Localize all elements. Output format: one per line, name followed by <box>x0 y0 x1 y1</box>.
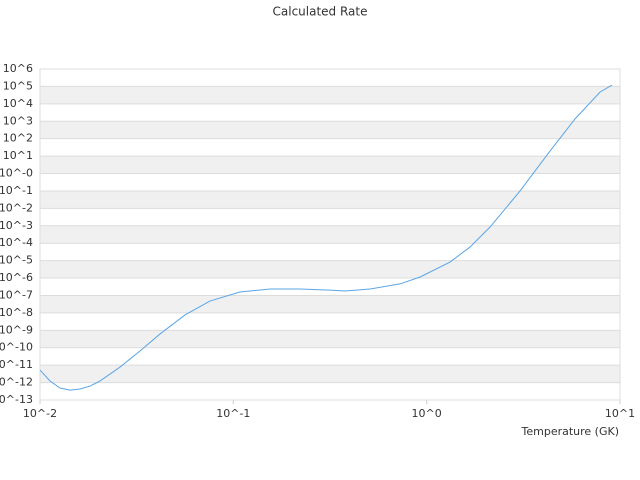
y-tick-label: 10^3 <box>3 114 33 127</box>
y-tick-label: 10^-13 <box>0 393 33 406</box>
x-tick-label: 10^1 <box>605 407 635 420</box>
y-tick-label: 10^-6 <box>0 271 33 284</box>
y-tick-label: 10^-12 <box>0 376 33 389</box>
y-tick-label: 10^2 <box>3 132 33 145</box>
y-tick-label: 10^-0 <box>0 167 33 180</box>
data-line <box>39 84 613 391</box>
x-tick-label: 10^-1 <box>216 407 250 420</box>
grid-band <box>40 190 620 209</box>
y-tick-label: 10^5 <box>3 79 33 92</box>
y-tick-label: 10^-2 <box>0 201 33 214</box>
y-tick-label: 10^-7 <box>0 288 33 301</box>
grid-band <box>40 156 620 174</box>
grid-band <box>40 330 620 348</box>
y-tick-label: 10^1 <box>3 149 33 162</box>
grid-band <box>40 260 620 279</box>
grid-band <box>40 86 620 104</box>
x-tick-label: 10^0 <box>412 407 442 420</box>
x-axis-label: Temperature (GK) <box>521 425 620 438</box>
y-tick-label: 10^-4 <box>0 236 33 249</box>
y-tick-label: 10^4 <box>3 97 33 110</box>
grid-band <box>40 365 620 383</box>
grid-band <box>40 225 620 244</box>
x-tick-label: 10^-2 <box>23 407 57 420</box>
plot-frame <box>39 68 621 401</box>
y-tick-label: 10^6 <box>3 62 33 75</box>
y-tick-label: 10^-1 <box>0 184 33 197</box>
y-tick-label: 10^-5 <box>0 254 33 267</box>
grid-band <box>40 121 620 139</box>
y-tick-label: 10^-11 <box>0 358 33 371</box>
chart-title: Calculated Rate <box>273 5 368 19</box>
y-tick-label: 10^-3 <box>0 219 33 232</box>
y-tick-label: 10^-8 <box>0 306 33 319</box>
grid-band <box>40 295 620 313</box>
y-tick-label: 10^-9 <box>0 323 33 336</box>
y-tick-label: 10^-10 <box>0 341 33 354</box>
